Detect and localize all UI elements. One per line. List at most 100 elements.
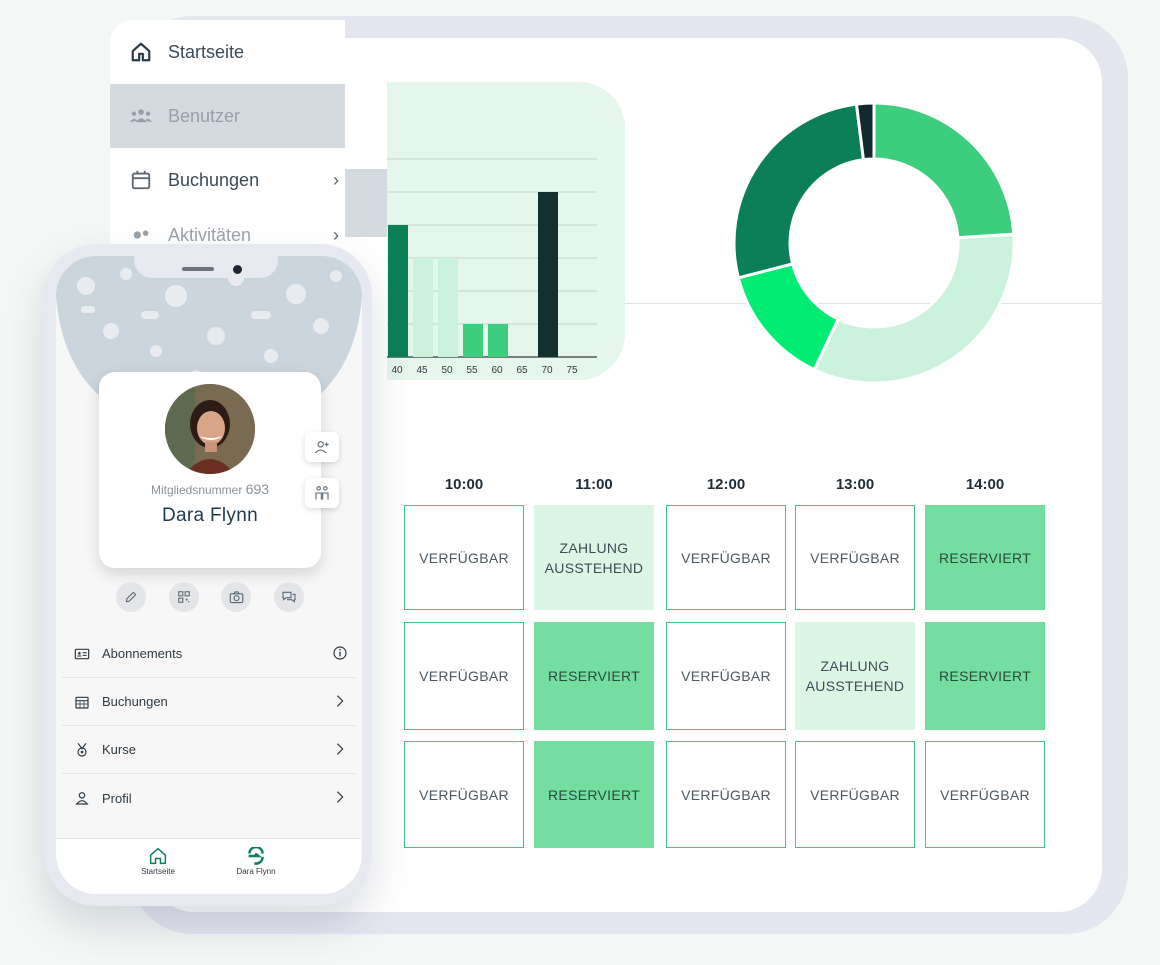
x-tick-label: 50 (441, 365, 453, 376)
time-label: 10:00 (444, 476, 484, 493)
sidebar-item-aktivitaeten[interactable]: Aktivitäten › (110, 212, 345, 246)
medal-icon (77, 742, 87, 757)
slot-label: RESERVIERT (939, 668, 1031, 684)
slot-pending[interactable]: ZAHLUNG AUSSTEHEND (795, 622, 915, 730)
slot-label: VERFÜGBAR (810, 786, 900, 803)
slot-reserved[interactable]: RESERVIERT (534, 741, 654, 848)
slot-label-line: AUSSTEHEND (805, 678, 905, 694)
chevron-right-icon (336, 743, 344, 755)
home-icon (149, 847, 167, 865)
family-button[interactable] (305, 478, 339, 508)
slot-label-line: ZAHLUNG (559, 539, 629, 556)
slot-free[interactable]: VERFÜGBAR (925, 741, 1045, 848)
nav-startseite[interactable]: Startseite (118, 847, 198, 876)
time-label: 12:00 (706, 476, 746, 493)
x-tick-label: 75 (566, 365, 578, 376)
slot-label: VERFÜGBAR (681, 786, 771, 803)
slot-label: VERFÜGBAR (940, 786, 1030, 803)
menu-item-label: Buchungen (102, 694, 168, 709)
chat-button[interactable] (274, 582, 304, 612)
add-user-icon (314, 441, 329, 454)
chevron-right-icon (336, 695, 344, 707)
member-number-label: Mitgliedsnummer (150, 483, 243, 497)
qr-code-button[interactable] (169, 582, 199, 612)
nav-profile[interactable]: Dara Flynn (216, 847, 296, 876)
calendar-icon (75, 696, 89, 709)
menu-item-kurse[interactable]: Kurse (62, 726, 356, 774)
divider (388, 303, 1102, 304)
menu-item-label: Kurse (102, 742, 136, 757)
edit-button[interactable] (116, 582, 146, 612)
phone-notch (134, 248, 278, 278)
slot-free[interactable]: VERFÜGBAR (404, 741, 524, 848)
nav-label: Startseite (141, 867, 175, 876)
slot-label: ZAHLUNG AUSSTEHEND (806, 656, 905, 696)
slot-reserved[interactable]: RESERVIERT (925, 505, 1045, 610)
slot-free[interactable]: VERFÜGBAR (666, 505, 786, 610)
speaker (182, 267, 214, 271)
sidebar-strip (345, 38, 387, 238)
bar-45 (413, 258, 433, 357)
member-name: Dara Flynn (162, 505, 258, 526)
slot-free[interactable]: VERFÜGBAR (666, 741, 786, 848)
slot-free[interactable]: VERFÜGBAR (404, 505, 524, 610)
menu-item-label: Abonnements (102, 646, 183, 661)
slot-free[interactable]: VERFÜGBAR (795, 741, 915, 848)
menu-item-buchungen[interactable]: Buchungen (62, 678, 356, 726)
slot-label: VERFÜGBAR (419, 786, 509, 803)
slot-label-line: AUSSTEHEND (544, 559, 644, 576)
slot-label: RESERVIERT (548, 786, 640, 803)
pencil-icon (125, 591, 137, 603)
slot-reserved[interactable]: RESERVIERT (534, 622, 654, 730)
avatar[interactable] (165, 384, 255, 474)
info-icon[interactable] (332, 645, 348, 661)
sidebar-item-benutzer[interactable]: Benutzer (110, 84, 345, 148)
donut-slice-A (872, 102, 1015, 240)
donut-slice-B (812, 232, 1015, 384)
menu-item-label: Profil (102, 790, 132, 806)
slot-label: ZAHLUNG AUSSTEHEND (545, 538, 644, 578)
camera-lens (233, 265, 242, 274)
activity-icon (133, 230, 149, 239)
bar-50 (438, 258, 458, 357)
avatar-photo (165, 384, 255, 474)
donut-slice-D (733, 102, 866, 280)
person-icon (75, 792, 89, 805)
sidebar-item-startseite[interactable]: Startseite (110, 20, 345, 84)
donut-chart (733, 102, 1015, 384)
camera-button[interactable] (221, 582, 251, 612)
bar-55 (463, 324, 483, 357)
brand-logo-icon (248, 847, 264, 865)
bar-60 (488, 324, 508, 357)
bottom-navigation: Startseite Dara Flynn (56, 838, 362, 894)
slot-label: VERFÜGBAR (419, 668, 509, 684)
profile-card: Mitgliedsnummer 693 Dara Flynn (99, 372, 321, 568)
chevron-right-icon: › (333, 169, 339, 190)
slot-reserved[interactable]: RESERVIERT (925, 622, 1045, 730)
sidebar-scroll-tab[interactable] (345, 169, 387, 237)
add-friend-button[interactable] (305, 432, 339, 462)
qr-code-icon (178, 591, 190, 603)
phone-screen: Mitgliedsnummer 693 Dara Flynn Abonnemen… (56, 256, 362, 894)
donut-slice-C (736, 262, 841, 372)
camera-icon (229, 590, 243, 603)
slot-free[interactable]: VERFÜGBAR (404, 622, 524, 730)
slot-label: VERFÜGBAR (419, 549, 509, 566)
member-number-value: 693 (245, 481, 270, 497)
calendar-icon (131, 170, 151, 190)
bar-chart: 40 45 50 55 60 65 70 75 (387, 158, 597, 376)
sidebar-item-label: Startseite (168, 41, 245, 62)
home-icon (131, 42, 151, 62)
slot-free[interactable]: VERFÜGBAR (795, 505, 915, 610)
slot-free[interactable]: VERFÜGBAR (666, 622, 786, 730)
sidebar-item-label: Buchungen (168, 169, 260, 190)
x-tick-label: 70 (541, 365, 553, 376)
chat-icon (282, 591, 296, 603)
menu-item-abonnements[interactable]: Abonnements (62, 630, 356, 678)
slot-pending[interactable]: ZAHLUNG AUSSTEHEND (534, 505, 654, 610)
time-label: 13:00 (835, 476, 875, 493)
x-tick-label: 40 (391, 365, 403, 376)
menu-item-profil[interactable]: Profil (62, 774, 356, 822)
sidebar-item-label: Benutzer (168, 105, 241, 126)
sidebar-item-buchungen[interactable]: Buchungen › (110, 148, 345, 212)
